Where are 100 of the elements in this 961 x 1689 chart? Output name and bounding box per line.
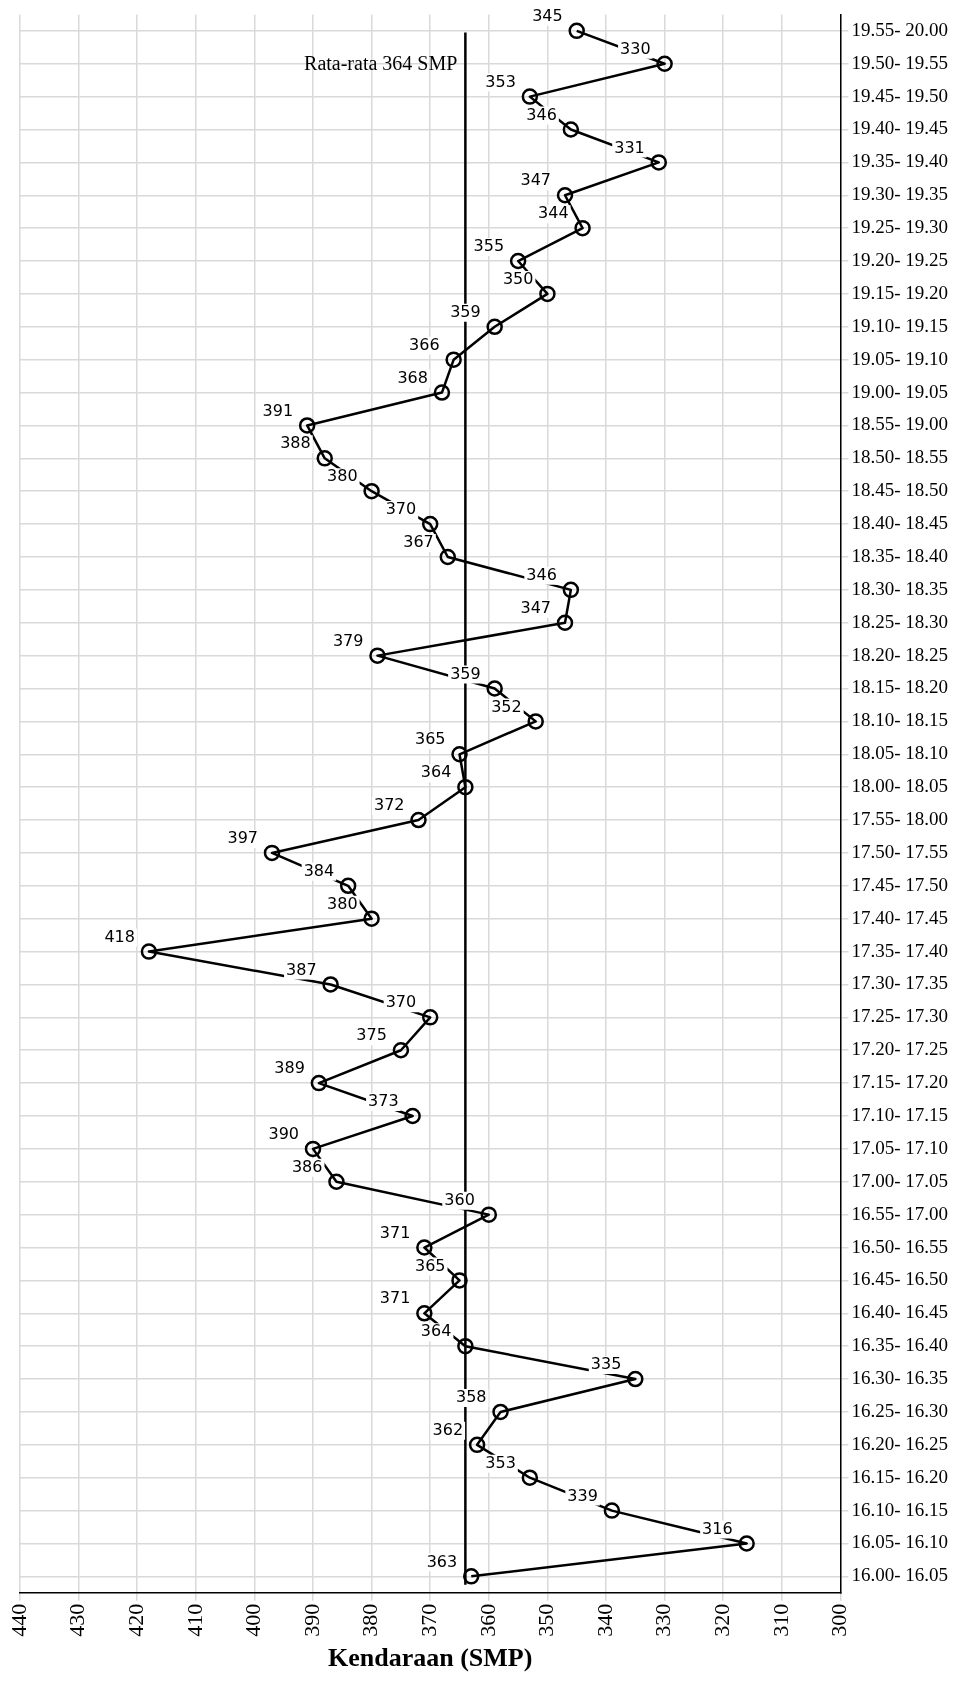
- y-tick-label: 16.05- 16.10: [851, 1531, 948, 1553]
- point: [457, 778, 474, 796]
- y-tick-label: 16.20- 16.25: [851, 1432, 948, 1454]
- y-tick-label: 16.25- 16.30: [851, 1399, 948, 1421]
- point: [492, 1403, 509, 1421]
- data-label: 370: [385, 992, 417, 1012]
- x-tick-label: 340: [591, 1603, 617, 1637]
- data-label: 335: [590, 1354, 622, 1374]
- x-tick-label: 380: [357, 1603, 383, 1637]
- data-label: 368: [397, 367, 428, 387]
- data-label: 345: [532, 6, 563, 25]
- data-label: 331: [614, 137, 645, 157]
- y-tick-label: 18.40- 18.45: [851, 512, 948, 534]
- data-label: 380: [327, 466, 358, 486]
- point: [410, 811, 427, 829]
- y-tick-label: 18.20- 18.25: [851, 643, 948, 665]
- data-label: 387: [286, 959, 317, 979]
- y-tick-label: 16.10- 16.15: [851, 1498, 948, 1520]
- y-tick-label: 17.10- 17.15: [851, 1103, 948, 1125]
- point: [650, 154, 668, 171]
- y-tick-label: 18.25- 18.30: [851, 610, 948, 632]
- y-tick-label: 17.30- 17.35: [851, 972, 948, 994]
- data-label: 370: [385, 499, 417, 519]
- y-tick-label: 17.40- 17.45: [851, 906, 948, 928]
- data-label: 346: [526, 565, 557, 585]
- data-label: 363: [426, 1551, 458, 1571]
- y-tick-label: 16.50- 16.55: [851, 1235, 948, 1257]
- y-tick-label: 18.00- 18.05: [851, 775, 948, 797]
- x-tick-label: 350: [533, 1603, 559, 1637]
- y-tick-label: 19.15- 19.20: [851, 281, 948, 303]
- data-label: 350: [502, 269, 534, 289]
- data-label: 362: [432, 1419, 464, 1439]
- point: [603, 1502, 621, 1519]
- data-label: 352: [491, 696, 522, 716]
- ref-line-label: Rata-rata 364 SMP: [304, 51, 458, 74]
- data-label: 375: [356, 1025, 387, 1045]
- data-label: 372: [373, 795, 405, 815]
- y-tick-label: 19.00- 19.05: [851, 380, 948, 402]
- point: [369, 647, 386, 664]
- x-tick-label: 420: [122, 1603, 148, 1637]
- point: [363, 910, 380, 927]
- point: [486, 680, 503, 697]
- y-tick-label: 17.55- 18.00: [851, 808, 948, 830]
- data-label: 365: [414, 729, 446, 749]
- y-tick-label: 16.40- 16.45: [851, 1301, 948, 1323]
- data-label: 390: [268, 1124, 300, 1144]
- y-tick-label: 17.45- 17.50: [851, 873, 948, 895]
- point: [521, 88, 539, 105]
- point: [322, 976, 339, 993]
- data-label: 367: [403, 532, 434, 552]
- y-tick-label: 18.05- 18.10: [851, 742, 948, 764]
- point: [627, 1370, 644, 1388]
- x-tick-label: 370: [415, 1603, 441, 1637]
- point: [656, 55, 673, 72]
- y-tick-label: 18.45- 18.50: [851, 479, 948, 501]
- y-tick-label: 18.10- 18.15: [851, 709, 948, 731]
- data-label: 359: [450, 663, 481, 683]
- point: [328, 1173, 345, 1191]
- point: [416, 1239, 433, 1256]
- data-label: 316: [702, 1518, 733, 1538]
- x-tick-label: 330: [650, 1603, 676, 1637]
- point: [439, 548, 457, 566]
- data-label: 364: [420, 762, 452, 782]
- y-tick-label: 18.50- 18.55: [851, 446, 948, 468]
- point: [539, 285, 556, 303]
- point: [568, 22, 585, 40]
- y-tick-label: 19.30- 19.35: [851, 183, 948, 205]
- data-label: 347: [520, 170, 551, 190]
- data-label: 347: [520, 597, 551, 617]
- data-label: 386: [291, 1156, 323, 1176]
- y-tick-label: 18.15- 18.20: [851, 676, 948, 698]
- x-tick-label: 390: [298, 1603, 324, 1637]
- point: [339, 877, 357, 895]
- y-tick-label: 16.35- 16.40: [851, 1334, 948, 1356]
- point: [310, 1074, 328, 1092]
- point: [556, 187, 574, 204]
- y-tick-label: 17.00- 17.05: [851, 1169, 948, 1191]
- y-tick-label: 16.55- 17.00: [851, 1202, 948, 1224]
- data-label: 388: [280, 433, 311, 453]
- point: [462, 1568, 480, 1585]
- data-label: 391: [262, 400, 294, 420]
- y-tick-label: 19.20- 19.25: [851, 249, 948, 271]
- data-label: 365: [414, 1255, 446, 1275]
- point: [298, 417, 316, 434]
- y-tick-label: 17.05- 17.10: [851, 1136, 948, 1158]
- x-tick-label: 410: [181, 1603, 207, 1637]
- data-label: 373: [368, 1091, 399, 1111]
- point: [433, 384, 451, 401]
- point: [404, 1107, 421, 1125]
- point: [457, 1337, 474, 1355]
- data-label: 339: [567, 1485, 598, 1505]
- data-label: 359: [450, 301, 481, 321]
- y-tick-label: 17.20- 17.25: [851, 1038, 948, 1060]
- data-label: 344: [538, 203, 569, 223]
- y-tick-label: 19.50- 19.55: [851, 51, 948, 73]
- data-label: 384: [303, 860, 335, 880]
- y-tick-label: 17.35- 17.40: [851, 939, 948, 961]
- data-label: 380: [327, 893, 358, 913]
- point: [416, 1305, 433, 1322]
- x-axis-title: Kendaraan (SMP): [328, 1643, 533, 1673]
